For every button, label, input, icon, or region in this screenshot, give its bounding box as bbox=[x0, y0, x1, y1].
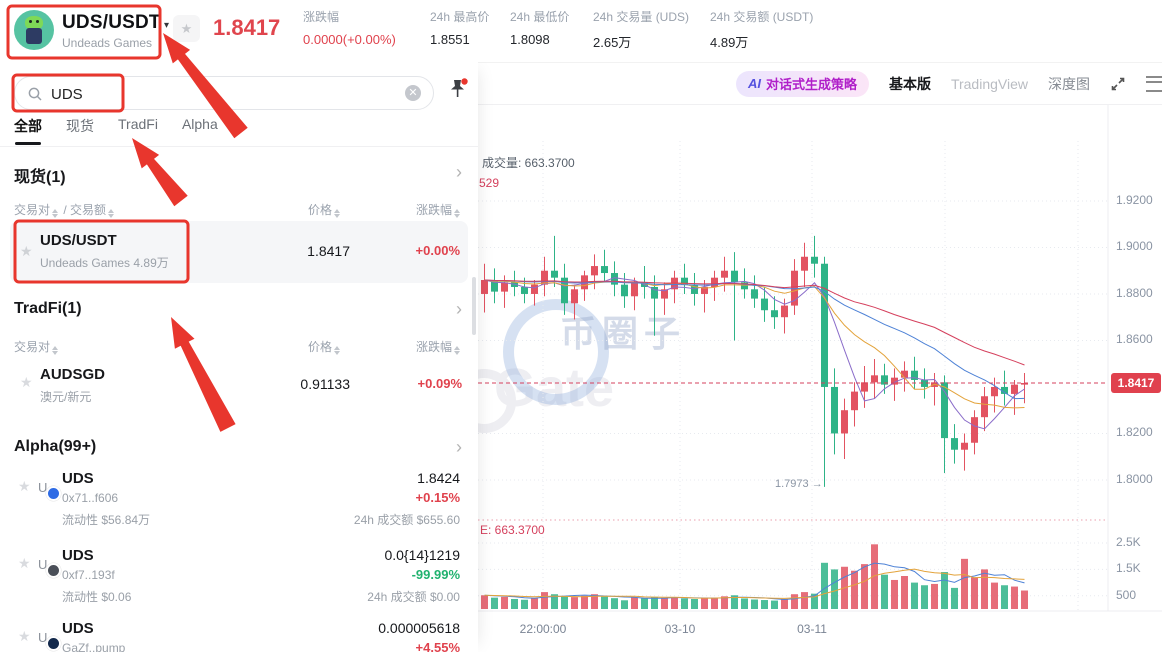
chevron-right-icon[interactable]: › bbox=[456, 437, 462, 457]
gate-watermark-ring bbox=[478, 369, 516, 433]
current-price-badge: 1.8417 bbox=[1111, 373, 1161, 393]
token-badge: U bbox=[38, 630, 61, 651]
sort-pair-amount[interactable]: 交易对 / 交易额 bbox=[14, 201, 116, 218]
sort-pair[interactable]: 交易对 bbox=[14, 338, 60, 355]
low-price-marker: 1.7973 → bbox=[775, 478, 823, 491]
stat-amount: 24h 交易额 (USDT) 4.89万 bbox=[710, 10, 814, 50]
chevron-down-icon: ▾ bbox=[164, 20, 170, 31]
pin-icon[interactable] bbox=[448, 78, 468, 102]
favorite-star-icon[interactable]: ★ bbox=[18, 628, 31, 644]
sort-price[interactable]: 价格 bbox=[308, 338, 342, 355]
time-axis-label: 22:00:00 bbox=[519, 622, 567, 636]
price-axis-label: 1.8600 bbox=[1116, 332, 1153, 347]
token-badge: U bbox=[38, 480, 61, 501]
chevron-right-icon[interactable]: › bbox=[456, 299, 462, 319]
search-input[interactable] bbox=[49, 79, 393, 109]
menu-icon[interactable] bbox=[1146, 75, 1162, 92]
tab-alpha[interactable]: Alpha bbox=[181, 116, 218, 132]
stat-volume: 24h 交易量 (UDS) 2.65万 bbox=[593, 10, 690, 50]
pair-header: UDS/USDT ▾ Undeads Games ★ 1.8417 涨跌幅 0.… bbox=[0, 0, 1162, 62]
chart-region: AI 对话式生成策略 基本版 TradingView 深度图 Gate 币圈子 … bbox=[478, 62, 1162, 652]
stat-high: 24h 最高价 1.8551 bbox=[430, 10, 490, 47]
stat-low: 24h 最低价 1.8098 bbox=[510, 10, 570, 47]
fullscreen-icon[interactable] bbox=[1110, 76, 1126, 92]
chain-icon bbox=[46, 486, 61, 501]
tab-basic-chart[interactable]: 基本版 bbox=[888, 75, 931, 92]
price-axis-label: 1.8000 bbox=[1116, 471, 1153, 486]
pair-subtitle: Undeads Games bbox=[62, 36, 153, 50]
favorite-star-button[interactable]: ★ bbox=[173, 15, 200, 42]
tab-tradfi[interactable]: TradFi bbox=[118, 116, 158, 132]
token-logo bbox=[14, 10, 54, 50]
favorite-star-icon[interactable]: ★ bbox=[18, 478, 31, 494]
chart-toolbar: AI 对话式生成策略 基本版 TradingView 深度图 bbox=[478, 63, 1162, 105]
volume-axis-label: 2.5K bbox=[1116, 535, 1141, 549]
alpha-result-row[interactable]: ★ U UDS GaZf..pump 0.000005618 +4.55% bbox=[18, 620, 460, 652]
price-axis-label: 1.9000 bbox=[1116, 239, 1153, 254]
favorite-star-icon[interactable]: ★ bbox=[18, 555, 31, 571]
token-badge: U bbox=[38, 557, 61, 578]
sort-price[interactable]: 价格 bbox=[308, 201, 342, 218]
ai-strategy-button[interactable]: AI 对话式生成策略 bbox=[735, 70, 869, 97]
tab-tradingview[interactable]: TradingView bbox=[950, 75, 1028, 92]
time-axis-label: 03-10 bbox=[664, 622, 696, 636]
panel-scrollbar[interactable] bbox=[472, 277, 476, 335]
candlestick-chart[interactable] bbox=[478, 104, 1162, 652]
price-axis-label: 1.9200 bbox=[1116, 192, 1153, 207]
search-box[interactable]: ✕ bbox=[14, 76, 434, 110]
tab-spot[interactable]: 现货 bbox=[66, 118, 94, 134]
price-axis-label: 1.8800 bbox=[1116, 285, 1153, 300]
ma-legend-partial: 529 bbox=[479, 176, 500, 190]
sort-change[interactable]: 涨跌幅 bbox=[416, 201, 462, 218]
volume-legend: 成交量: 663.3700 bbox=[482, 156, 575, 170]
search-dropdown-panel: ✕ 全部 现货 TradFi Alpha 现货(1) › 交易对 / 交易额 bbox=[0, 62, 478, 652]
search-icon bbox=[28, 87, 42, 101]
brand-watermark-text: 币圈子 bbox=[560, 313, 687, 354]
sort-change[interactable]: 涨跌幅 bbox=[416, 338, 462, 355]
section-tradfi-title[interactable]: TradFi(1) bbox=[14, 300, 82, 317]
alpha-result-row[interactable]: ★ U UDS 0x71..f606 流动性 $56.84万 1.8424 +0… bbox=[18, 470, 460, 527]
clear-search-icon[interactable]: ✕ bbox=[405, 85, 421, 101]
time-axis-label: 03-11 bbox=[797, 622, 827, 636]
favorite-star-icon[interactable]: ★ bbox=[20, 243, 33, 259]
section-alpha-title[interactable]: Alpha(99+) bbox=[14, 438, 97, 455]
tab-depth-chart[interactable]: 深度图 bbox=[1048, 75, 1090, 92]
tab-all[interactable]: 全部 bbox=[14, 118, 42, 145]
search-tabs: 全部 现货 TradFi Alpha bbox=[14, 116, 218, 145]
last-price: 1.8417 bbox=[213, 15, 281, 40]
volume-axis-label: 1.5K bbox=[1116, 561, 1141, 576]
brand-watermark-logo bbox=[503, 299, 609, 405]
chain-icon bbox=[46, 563, 61, 578]
section-spot-title[interactable]: 现货(1) bbox=[14, 169, 66, 186]
chevron-right-icon[interactable]: › bbox=[456, 162, 462, 182]
chain-icon bbox=[46, 636, 61, 651]
tradfi-result-row[interactable]: ★ AUDSGD 澳元/新元 0.91133 +0.09% bbox=[20, 366, 462, 404]
alpha-result-row[interactable]: ★ U UDS 0xf7..193f 流动性 $0.06 0.0{14}1219… bbox=[18, 547, 460, 604]
spot-result-row[interactable]: ★ UDS/USDT Undeads Games 4.89万 1.8417 +0… bbox=[10, 221, 468, 283]
volume-pane-legend: E: 663.3700 bbox=[480, 523, 545, 537]
divider bbox=[0, 146, 478, 147]
price-axis-label: 1.8200 bbox=[1116, 425, 1153, 440]
favorite-star-icon[interactable]: ★ bbox=[20, 374, 33, 390]
ai-icon: AI bbox=[747, 76, 761, 91]
pair-title[interactable]: UDS/USDT bbox=[62, 12, 161, 33]
stat-change: 涨跌幅 0.0000(+0.00%) bbox=[303, 10, 396, 47]
volume-axis-label: 500 bbox=[1116, 587, 1137, 602]
